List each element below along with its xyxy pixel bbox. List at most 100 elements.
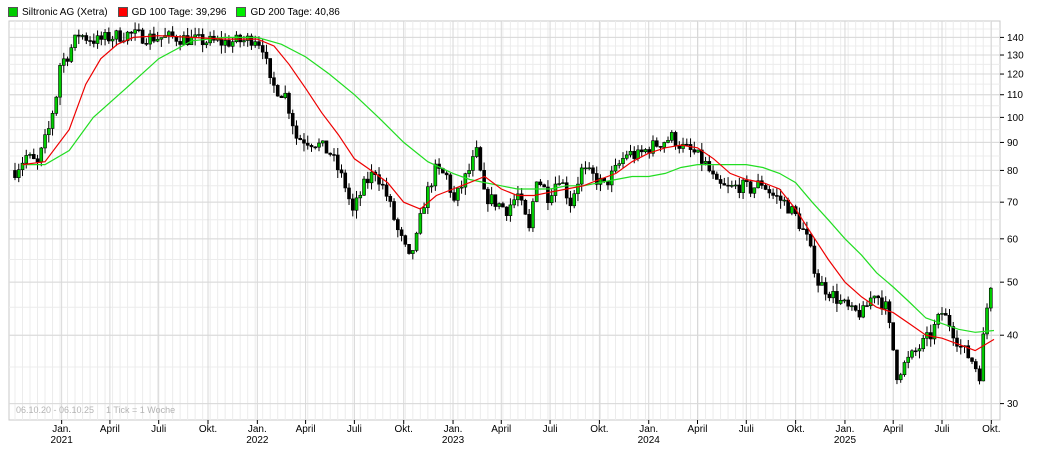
candle-body <box>290 113 295 127</box>
candle-body <box>50 113 55 129</box>
candle-body <box>459 186 464 189</box>
candle-body <box>242 40 246 43</box>
candle-body <box>850 305 854 308</box>
candle-body <box>546 186 550 203</box>
candle-body <box>369 171 374 184</box>
candle-body <box>358 194 363 199</box>
candle-body <box>118 30 122 42</box>
candle-body <box>13 170 17 178</box>
candle-body <box>332 154 336 156</box>
candle-body <box>917 348 922 352</box>
candle-body <box>831 291 835 299</box>
candle-body <box>583 167 588 170</box>
candle-body <box>407 244 411 254</box>
x-tick-label: Juli <box>934 424 949 435</box>
candle-body <box>433 163 438 187</box>
candle-body <box>812 245 817 274</box>
candle-body <box>910 350 914 358</box>
y-tick-label: 70 <box>1007 198 1019 209</box>
candle-body <box>43 134 47 149</box>
candle-body <box>906 356 911 363</box>
x-tick-label: April <box>491 424 511 435</box>
candle-body <box>966 345 971 359</box>
candle-body <box>107 32 111 42</box>
candle-body <box>148 33 152 45</box>
candle-body <box>185 35 190 46</box>
candle-body <box>669 132 674 141</box>
candle-body <box>133 29 137 34</box>
candle-body <box>354 197 359 211</box>
candle-body <box>504 206 509 216</box>
candle-body <box>516 193 520 201</box>
candle-body <box>643 149 648 153</box>
x-tick-label: April <box>688 424 708 435</box>
candle-body <box>92 40 96 44</box>
legend-swatch-stock <box>8 7 18 17</box>
candle-body <box>380 183 385 186</box>
candle-body <box>598 177 603 185</box>
candle-body <box>594 173 599 185</box>
y-tick-label: 130 <box>1007 51 1024 62</box>
candle-body <box>245 35 250 41</box>
candle-body <box>279 95 284 98</box>
x-tick-label: Juli <box>347 424 362 435</box>
candle-body <box>617 163 622 166</box>
candle-body <box>73 34 77 48</box>
candle-body <box>298 138 303 141</box>
candle-body <box>110 38 115 42</box>
candle-body <box>178 41 182 45</box>
candle-body <box>452 192 456 201</box>
candle-body <box>951 326 956 339</box>
candle-body <box>429 185 434 188</box>
legend-item-gd100: GD 100 Tage: 39,296 <box>117 6 227 18</box>
candle-body <box>778 195 783 201</box>
y-tick-label: 40 <box>1007 331 1019 342</box>
candle-body <box>662 142 667 148</box>
legend-label-gd100: GD 100 Tage: 39,296 <box>131 6 227 18</box>
candle-body <box>797 213 802 229</box>
candle-body <box>902 362 907 376</box>
x-tick-year: 2023 <box>442 435 465 446</box>
candle-body <box>155 38 160 42</box>
candle-body <box>782 199 787 202</box>
candle-body <box>493 194 498 207</box>
candle-body <box>639 149 644 153</box>
candle-body <box>365 178 370 184</box>
candle-body <box>39 147 44 163</box>
candle-body <box>46 128 51 136</box>
candle-body <box>872 295 877 299</box>
candle-body <box>677 145 682 149</box>
candle-body <box>474 147 479 157</box>
candle-body <box>981 333 986 382</box>
candle-body <box>129 31 134 34</box>
candle-body <box>542 184 546 188</box>
candle-body <box>970 357 974 362</box>
candle-body <box>35 158 40 163</box>
candle-body <box>531 201 535 229</box>
candle-body <box>527 213 531 229</box>
candle-body <box>737 184 742 193</box>
candle-body <box>613 164 618 172</box>
candle-body <box>726 184 730 187</box>
candle-body <box>95 35 100 44</box>
x-tick-label: Jan. <box>639 424 658 435</box>
candle-body <box>805 228 809 235</box>
candle-body <box>69 47 74 62</box>
candle-body <box>561 182 565 184</box>
candle-body <box>692 149 697 153</box>
candle-body <box>486 188 490 205</box>
candle-body <box>715 173 719 180</box>
candle-body <box>621 157 625 164</box>
candle-body <box>249 35 254 46</box>
candle-body <box>534 181 539 202</box>
candle-body <box>808 233 813 247</box>
candle-body <box>681 143 685 149</box>
candle-body <box>317 142 321 148</box>
candle-body <box>654 140 659 147</box>
candle-body <box>775 195 779 197</box>
candle-body <box>883 301 888 310</box>
x-tick-year: 2022 <box>246 435 269 446</box>
candle-body <box>167 31 171 36</box>
candle-body <box>377 174 381 185</box>
x-tick-label: Juli <box>543 424 558 435</box>
